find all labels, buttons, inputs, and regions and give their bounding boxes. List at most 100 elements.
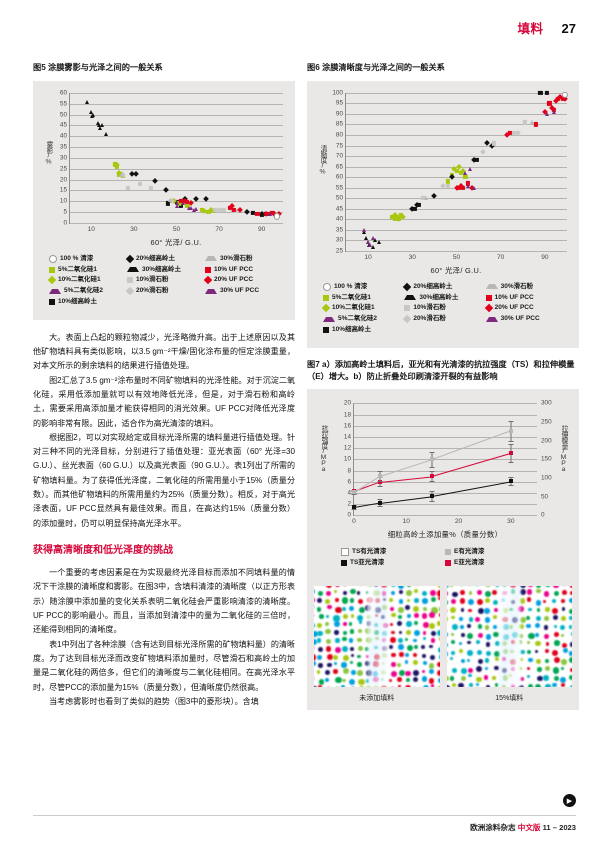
legend-label: 10%细高岭土 bbox=[58, 297, 97, 307]
data-point-circle bbox=[274, 213, 280, 219]
halftone-dot bbox=[460, 625, 464, 629]
data-point-tri bbox=[104, 132, 108, 136]
halftone-dot bbox=[326, 646, 332, 652]
halftone-dot bbox=[405, 671, 410, 676]
figure5-plot-area: 0 5 10 15 20 25 30 35 40 45 50 55 60 10 30 50 70 90 bbox=[69, 93, 283, 224]
legend-item: 5%二氧化硅1 bbox=[49, 265, 123, 275]
halftone-dot bbox=[343, 668, 349, 674]
figure5-legend: 100 % 清漆 20%细高岭土 30%滑石粉 5%二氧化硅1 30%细高岭土 10% U… bbox=[39, 248, 289, 314]
halftone-dot bbox=[461, 608, 464, 611]
halftone-dot bbox=[398, 607, 404, 613]
data-point-square bbox=[523, 120, 527, 124]
halftone-dot bbox=[318, 663, 323, 668]
data-point-diamond bbox=[244, 209, 250, 215]
figure7a-container: 抗拉强度/MPa 拉伸模量/MPa 0 2 4 6 8 10 12 14 16 18 20 0 50 10… bbox=[307, 389, 579, 578]
error-bar-cap bbox=[430, 481, 435, 482]
data-point-tri bbox=[377, 240, 381, 244]
series-line bbox=[432, 453, 511, 477]
legend-marker bbox=[404, 305, 410, 311]
error-bar-cap bbox=[508, 441, 513, 442]
halftone-dot bbox=[460, 590, 465, 595]
gridline bbox=[354, 415, 537, 416]
halftone-dot bbox=[447, 600, 448, 606]
halftone-dot bbox=[398, 638, 403, 643]
gridline bbox=[354, 403, 537, 404]
data-point-diamond bbox=[133, 171, 139, 177]
halftone-dot bbox=[544, 625, 549, 630]
y-axis-tick: 55 bbox=[60, 100, 67, 107]
legend-marker bbox=[322, 304, 330, 312]
halftone-dot bbox=[545, 649, 549, 653]
halftone-dot bbox=[406, 590, 412, 596]
fold-crack-area bbox=[367, 586, 388, 687]
halftone-dot bbox=[478, 624, 483, 629]
halftone-dot bbox=[326, 639, 332, 645]
halftone-dot bbox=[429, 623, 435, 629]
halftone-dot bbox=[318, 591, 323, 596]
halftone-dot bbox=[553, 586, 558, 588]
gridline bbox=[346, 209, 567, 210]
legend-item: 30%滑石粉 bbox=[205, 254, 279, 264]
x-axis-tick: 10 bbox=[88, 226, 95, 233]
figure6-plot-area: 25 30 35 40 45 50 55 60 65 70 75 80 85 90 95 100 10 30 50 7… bbox=[345, 93, 567, 252]
halftone-dot bbox=[326, 586, 332, 589]
halftone-dot bbox=[413, 653, 417, 657]
y-axis-tick: 20 bbox=[60, 176, 67, 183]
x-axis-tick: 70 bbox=[215, 226, 222, 233]
error-bar-cap bbox=[378, 481, 383, 482]
y-axis-tick-left: 20 bbox=[344, 400, 351, 407]
legend-label: 10%二氧化硅1 bbox=[332, 303, 375, 313]
halftone-dot bbox=[349, 622, 353, 626]
halftone-dot bbox=[527, 650, 531, 654]
halftone-dot bbox=[350, 629, 354, 633]
halftone-dot bbox=[569, 651, 572, 655]
legend-item: 20% UF PCC bbox=[205, 275, 279, 285]
error-bar-cap bbox=[378, 486, 383, 487]
halftone-dot bbox=[527, 667, 530, 670]
data-point-diamond bbox=[480, 149, 486, 155]
halftone-dot bbox=[527, 641, 530, 644]
legend-item: TS有光清漆 bbox=[341, 547, 441, 557]
halftone-dot bbox=[333, 655, 338, 660]
article-body-left: 大。表面上凸起的颗粒物减少，光泽略微升高。出于上述原因以及其他矿物填料具有类似影… bbox=[33, 331, 295, 531]
halftone-dot bbox=[535, 623, 540, 628]
next-page-icon[interactable]: ▶ bbox=[563, 794, 576, 807]
legend-label: E亚光清漆 bbox=[454, 558, 484, 568]
right-column: 图6 涂膜清晰度与光泽之间的一般关系 清晰度/% 25 30 35 40 45 50 55 6… bbox=[307, 62, 579, 710]
halftone-dot bbox=[343, 631, 347, 635]
data-point-square bbox=[412, 207, 416, 211]
gridline bbox=[346, 177, 567, 178]
figure7b-images: 未添加填料 15%填料 bbox=[307, 578, 579, 710]
legend-label: 20%细高岭土 bbox=[413, 282, 452, 292]
halftone-dot bbox=[314, 589, 315, 594]
legend-label: 20%滑石粉 bbox=[136, 286, 169, 296]
legend-item: 10%细高岭土 bbox=[49, 297, 123, 307]
halftone-dot bbox=[528, 684, 533, 687]
halftone-dot bbox=[430, 655, 436, 661]
halftone-dot bbox=[569, 675, 572, 680]
legend-item: 10%细高岭土 bbox=[323, 325, 400, 335]
halftone-dot bbox=[414, 630, 420, 636]
gridline bbox=[346, 146, 567, 147]
y-axis-tick-left: 14 bbox=[344, 434, 351, 441]
halftone-dot bbox=[459, 617, 462, 620]
halftone-dot bbox=[552, 599, 556, 603]
halftone-dot bbox=[526, 616, 530, 620]
legend-marker bbox=[323, 295, 329, 301]
halftone-dot bbox=[484, 675, 488, 679]
halftone-dot bbox=[319, 679, 324, 684]
paragraph-6: 当考虑雾影时也看到了类似的趋势（图3中的菱形块）。含填 bbox=[33, 695, 295, 709]
legend-item: 30%滑石粉 bbox=[486, 282, 563, 292]
data-point-square bbox=[474, 158, 478, 162]
footer-issue: 11 – 2023 bbox=[541, 823, 576, 832]
gridline bbox=[354, 515, 537, 516]
data-point-square bbox=[492, 141, 496, 145]
data-point-tri bbox=[268, 212, 272, 216]
halftone-dot bbox=[544, 616, 549, 621]
data-point-square bbox=[538, 91, 542, 95]
halftone-dot bbox=[459, 649, 463, 653]
halftone-dot bbox=[478, 659, 483, 664]
y-axis-tick-left: 8 bbox=[347, 467, 351, 474]
halftone-dot bbox=[325, 670, 330, 675]
halftone-dot bbox=[390, 637, 396, 643]
